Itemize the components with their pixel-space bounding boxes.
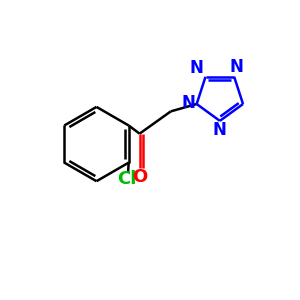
- Text: N: N: [189, 59, 203, 77]
- Text: Cl: Cl: [118, 170, 137, 188]
- Text: N: N: [230, 58, 244, 76]
- Text: N: N: [213, 122, 227, 140]
- Text: O: O: [132, 168, 147, 186]
- Text: N: N: [182, 94, 195, 112]
